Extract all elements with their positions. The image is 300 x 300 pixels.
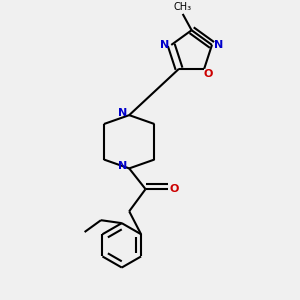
Text: N: N (118, 161, 127, 171)
Text: N: N (214, 40, 223, 50)
Text: CH₃: CH₃ (174, 2, 192, 12)
Text: N: N (118, 108, 127, 118)
Text: N: N (160, 40, 169, 50)
Text: O: O (170, 184, 179, 194)
Text: O: O (204, 69, 213, 79)
